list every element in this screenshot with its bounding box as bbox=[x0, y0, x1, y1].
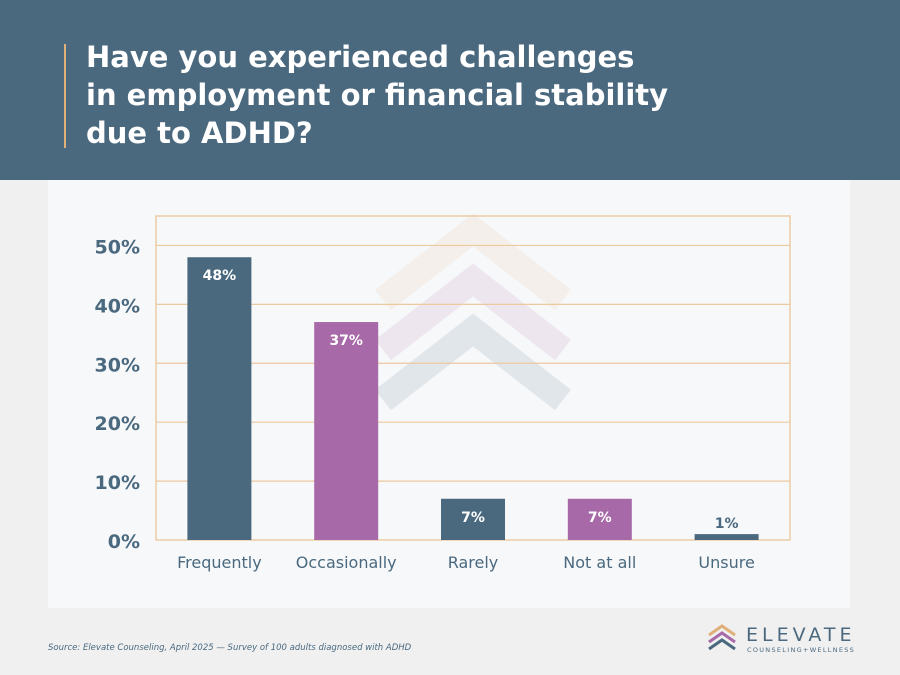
y-tick-label: 0% bbox=[108, 531, 140, 553]
bar bbox=[187, 257, 252, 540]
bar bbox=[567, 498, 632, 540]
bar bbox=[694, 534, 759, 540]
logo-chevron-icon bbox=[708, 624, 736, 651]
title-line: Have you experienced challenges bbox=[86, 40, 635, 74]
bar-value-label: 7% bbox=[588, 510, 612, 526]
chart-title: Have you experienced challenges in emplo… bbox=[86, 38, 786, 152]
x-category-label: Occasionally bbox=[296, 553, 397, 572]
logo-wordmark: ELEVATE bbox=[746, 624, 856, 646]
bar-value-label: 48% bbox=[203, 268, 237, 284]
watermark-chevrons bbox=[375, 213, 571, 411]
y-tick-label: 30% bbox=[95, 354, 140, 376]
x-category-label: Frequently bbox=[177, 553, 262, 572]
bar-chart: 0% 10% 20% 30% 40% 50% 48% Frequently 37% Occasio… bbox=[95, 213, 791, 572]
chart-panel: 0% 10% 20% 30% 40% 50% 48% Frequently 37% Occasio… bbox=[48, 180, 850, 608]
x-category-label: Not at all bbox=[563, 553, 636, 572]
header-banner: Have you experienced challenges in emplo… bbox=[0, 0, 900, 180]
bar bbox=[314, 322, 379, 540]
x-category-label: Rarely bbox=[448, 553, 499, 572]
bar-value-label: 37% bbox=[329, 333, 363, 349]
elevate-logo: ELEVATE COUNSELING+WELLNESS bbox=[706, 622, 866, 656]
y-tick-label: 50% bbox=[95, 236, 140, 258]
source-note: Source: Elevate Counseling, April 2025 —… bbox=[48, 643, 412, 653]
header-accent-rule bbox=[64, 44, 66, 148]
bar bbox=[441, 498, 505, 540]
title-line: due to ADHD? bbox=[86, 116, 313, 150]
x-category-label: Unsure bbox=[698, 553, 754, 572]
y-tick-label: 20% bbox=[95, 413, 140, 435]
title-line: in employment or financial stability bbox=[86, 78, 669, 112]
y-tick-label: 10% bbox=[95, 472, 140, 494]
bar-value-label: 1% bbox=[715, 516, 739, 532]
logo-tagline: COUNSELING+WELLNESS bbox=[747, 646, 856, 654]
bar-value-label: 7% bbox=[461, 510, 485, 526]
y-tick-label: 40% bbox=[95, 295, 140, 317]
